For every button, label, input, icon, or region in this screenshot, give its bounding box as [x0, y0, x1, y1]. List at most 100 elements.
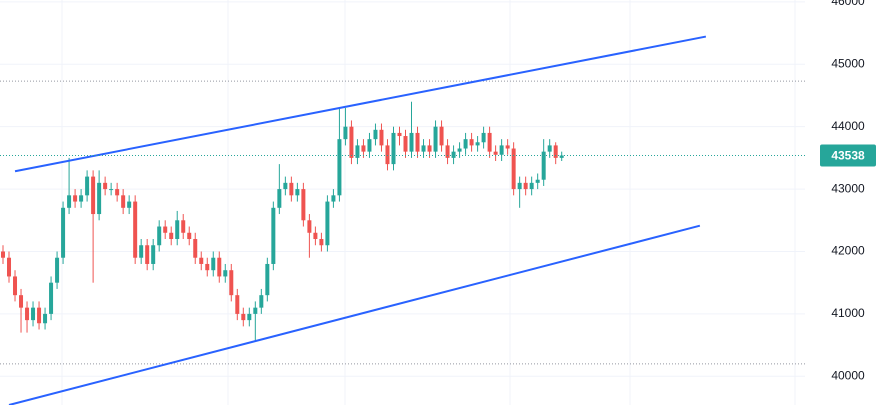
candle-body [421, 145, 426, 152]
last-price-label: 43538 [831, 149, 865, 163]
candle-body [397, 132, 402, 137]
candle-body [283, 182, 288, 190]
candle-body [445, 145, 450, 158]
trend-line [14, 35, 707, 173]
candle-body [355, 145, 360, 158]
candle-body [367, 139, 372, 152]
candle-body [295, 189, 300, 196]
candle-body [55, 257, 60, 283]
candle-body [451, 151, 456, 158]
candle-body [175, 220, 180, 240]
last-price-box [820, 144, 876, 167]
y-tick-label: 44000 [831, 119, 865, 133]
candle-body [145, 245, 150, 264]
candle-body [205, 263, 210, 271]
candle-body [349, 126, 354, 158]
candle-body [7, 257, 12, 277]
candle-body [193, 239, 198, 258]
candle-body [337, 139, 342, 196]
candle-body [139, 245, 144, 258]
candle-body [469, 139, 474, 146]
candle-body [115, 189, 120, 196]
candle-body [415, 132, 420, 152]
candle-body [151, 245, 156, 264]
candle-body [133, 201, 138, 258]
candle-body [361, 145, 366, 152]
candle-body [265, 263, 270, 296]
candle-body [91, 176, 96, 215]
candle-body [253, 307, 258, 314]
candle-body [373, 129, 378, 140]
y-tick-label: 46000 [831, 0, 865, 8]
candle-body [403, 136, 408, 152]
candle-body [313, 232, 318, 240]
candle-body [487, 132, 492, 152]
candle-body [259, 295, 264, 308]
candle-body [391, 132, 396, 165]
candle-body [553, 145, 558, 158]
candle-body [97, 182, 102, 215]
candle-body [73, 195, 78, 202]
candle-body [475, 142, 480, 146]
candle-body [481, 132, 486, 143]
candle-body [67, 195, 72, 208]
candle-body [541, 151, 546, 180]
candle-body [535, 179, 540, 183]
candle-body [181, 220, 186, 233]
candle-body [343, 126, 348, 140]
candle-body [457, 148, 462, 152]
candle-body [85, 176, 90, 196]
candle-body [247, 313, 252, 321]
candle-body [235, 295, 240, 314]
candle-body [127, 201, 132, 208]
candle-body [277, 189, 282, 208]
candle-body [211, 257, 216, 271]
candle-body [49, 282, 54, 314]
candle-body [493, 151, 498, 155]
candle-body [43, 313, 48, 324]
candle-body [157, 226, 162, 246]
candle-body [505, 145, 510, 149]
candle-body [529, 182, 534, 190]
candle-body [511, 148, 516, 190]
candle-body [79, 195, 84, 202]
candle-body [517, 182, 522, 190]
candle-body [319, 239, 324, 246]
candle-body [121, 195, 126, 208]
candle-body [433, 126, 438, 152]
candle-body [385, 145, 390, 165]
candle-body [427, 145, 432, 152]
candle-body [13, 276, 18, 296]
candle-body [271, 207, 276, 264]
candle-body [463, 139, 468, 149]
candle-body [325, 201, 330, 246]
candle-body [499, 145, 504, 155]
candle-body [217, 257, 222, 277]
candle-body [103, 182, 108, 190]
candle-body [169, 232, 174, 240]
trend-line [8, 224, 701, 405]
candle-body [301, 189, 306, 221]
candle-body [307, 220, 312, 233]
candle-body [547, 145, 552, 152]
candle-body [37, 307, 42, 324]
candle-body [289, 182, 294, 196]
candle-body [1, 251, 6, 258]
candle-body [19, 295, 24, 308]
candle-body [163, 226, 168, 233]
candle-body [229, 270, 234, 296]
y-tick-label: 42000 [831, 244, 865, 258]
candle-body [25, 307, 30, 321]
y-tick-label: 45000 [831, 56, 865, 70]
y-tick-label: 40000 [831, 368, 865, 382]
candle-body [199, 257, 204, 264]
candle-body [439, 126, 444, 146]
candle-body [241, 313, 246, 321]
candle-body [379, 129, 384, 146]
candle-body [523, 182, 528, 190]
candle-body [223, 270, 228, 277]
candle-body [31, 307, 36, 321]
y-tick-label: 43000 [831, 181, 865, 195]
candle-body [559, 155, 564, 158]
